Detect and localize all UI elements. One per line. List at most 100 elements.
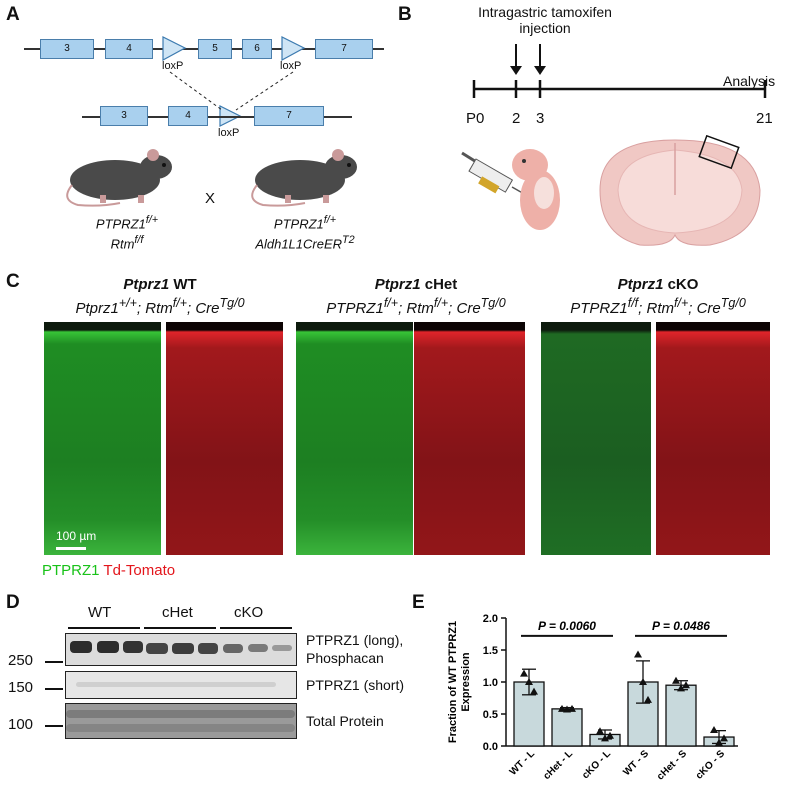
exon-top-7: 7 xyxy=(315,39,373,59)
data-point xyxy=(596,727,604,735)
bar-chart: 0.0 0.5 1.0 1.5 2.0 Fraction of WT PTPRZ1Expr… xyxy=(447,613,738,782)
mouse-icon xyxy=(251,149,357,207)
y-axis-label: Fraction of WT PTPRZ1Expression xyxy=(447,621,472,743)
lane-bracket-cko xyxy=(220,627,292,629)
data-point xyxy=(530,687,538,695)
marker-tick-250 xyxy=(45,661,63,663)
lane-bracket-chet xyxy=(144,627,216,629)
timeline xyxy=(472,44,767,98)
exon-top-3: 3 xyxy=(40,39,94,59)
exon-bottom-3: 3 xyxy=(100,106,148,126)
lane-group-wt: WT xyxy=(88,604,112,621)
tick-2: 2 xyxy=(512,110,521,127)
loxp-triangle-icon xyxy=(281,36,306,62)
loxp-triangle-icon xyxy=(162,36,187,62)
data-point xyxy=(715,738,723,746)
data-point xyxy=(677,684,685,692)
x-tick-label: cHet - L xyxy=(541,748,575,782)
lane-group-cko: cKO xyxy=(234,604,264,621)
x-tick-label: WT - S xyxy=(621,748,651,778)
y-tick-label: 0.0 xyxy=(483,741,498,753)
x-tick-label: cKO - S xyxy=(694,748,728,782)
arrow-down-icon xyxy=(534,66,546,75)
bar xyxy=(665,684,697,747)
loxp-label-2: loxP xyxy=(280,60,302,72)
micrograph-chet-tdtomato xyxy=(414,322,525,555)
exon-bottom-7: 7 xyxy=(254,106,324,126)
data-point xyxy=(639,678,647,685)
tick-p0: P0 xyxy=(466,110,485,127)
exon-top-4: 4 xyxy=(105,39,153,59)
injection-title: Intragastric tamoxifen injection xyxy=(478,4,612,36)
data-point xyxy=(644,695,652,703)
panel-label-e: E xyxy=(412,592,425,613)
marker-tick-150 xyxy=(45,688,63,690)
y-tick-label: 0.5 xyxy=(483,709,498,721)
data-point xyxy=(682,681,690,689)
syringe-icon xyxy=(461,151,527,196)
mouse-illustrations xyxy=(66,149,357,207)
micrograph-cko-tdtomato xyxy=(656,322,770,555)
x-tick-label: cHet - S xyxy=(655,748,689,782)
bar xyxy=(551,708,583,747)
y-tick-label: 1.0 xyxy=(483,677,498,689)
marker-150: 150 xyxy=(8,679,34,696)
blot-label-total: Total Protein xyxy=(306,713,384,729)
loxp-label-3: loxP xyxy=(218,127,240,139)
cross-symbol: X xyxy=(205,190,216,207)
y-tick-label: 1.5 xyxy=(483,645,498,657)
panel-label-b: B xyxy=(398,4,412,25)
blot-total-protein xyxy=(65,703,297,739)
tick-21: 21 xyxy=(756,110,773,127)
group-header-chet: Ptprz1 cHet PTPRZ1f/+; Rtmf/+; CreTg/0 xyxy=(326,276,506,317)
panel-label-c: C xyxy=(6,271,20,292)
mouse2-genotype: PTPRZ1f/+ Aldh1L1CreERT2 xyxy=(255,214,355,252)
blot-long xyxy=(65,633,297,666)
p-value-label: P = 0.0060 xyxy=(538,619,596,633)
blot-label-short: PTPRZ1 (short) xyxy=(306,677,405,693)
x-tick-label: cKO - L xyxy=(580,748,613,781)
data-point xyxy=(672,676,680,684)
micrograph-wt-tdtomato xyxy=(166,322,283,555)
data-point xyxy=(520,669,528,677)
gene-line-bottom xyxy=(82,116,352,118)
marker-250: 250 xyxy=(8,652,34,669)
blot-short xyxy=(65,671,297,699)
brain-section-icon xyxy=(599,135,761,246)
exon-top-5: 5 xyxy=(198,39,232,59)
arrow-down-icon xyxy=(510,66,522,75)
data-point xyxy=(720,734,728,742)
data-point xyxy=(568,704,576,712)
tick-3: 3 xyxy=(536,110,545,127)
micrograph-chet-ptprz1 xyxy=(296,322,413,555)
micrograph-wt-ptprz1 xyxy=(44,322,161,555)
mouse-icon xyxy=(66,149,172,207)
panel-label-d: D xyxy=(6,592,20,613)
injection-illustration xyxy=(461,135,761,246)
data-point xyxy=(634,650,642,658)
data-point xyxy=(525,678,533,685)
exon-top-6: 6 xyxy=(242,39,272,59)
analysis-label: Analysis xyxy=(723,73,776,89)
lane-bracket-wt xyxy=(68,627,140,629)
marker-tick-100 xyxy=(45,725,63,727)
lane-group-chet: cHet xyxy=(162,604,193,621)
panel-label-a: A xyxy=(6,4,20,25)
data-point xyxy=(601,734,609,742)
y-tick-label: 2.0 xyxy=(483,613,498,625)
exon-bottom-4: 4 xyxy=(168,106,208,126)
scalebar-label: 100 µm xyxy=(56,529,97,543)
scalebar xyxy=(56,547,86,550)
micrograph-cko-ptprz1 xyxy=(541,322,651,555)
data-point xyxy=(710,726,718,733)
x-tick-label: WT - L xyxy=(508,748,537,777)
loxp-label-1: loxP xyxy=(162,60,184,72)
group-header-cko: Ptprz1 cKO PTPRZ1f/f; Rtmf/+; CreTg/0 xyxy=(570,276,746,317)
pup-icon xyxy=(512,149,560,230)
marker-100: 100 xyxy=(8,716,34,733)
mouse1-genotype: PTPRZ1f/+ Rtmf/f xyxy=(95,214,159,252)
group-header-wt: Ptprz1 WT Ptprz1+/+; Rtmf/+; CreTg/0 xyxy=(75,276,245,317)
data-point xyxy=(558,704,566,712)
blot-label-long: PTPRZ1 (long), Phosphacan xyxy=(306,632,404,666)
stain-legend: PTPRZ1 Td-Tomato xyxy=(42,562,176,579)
